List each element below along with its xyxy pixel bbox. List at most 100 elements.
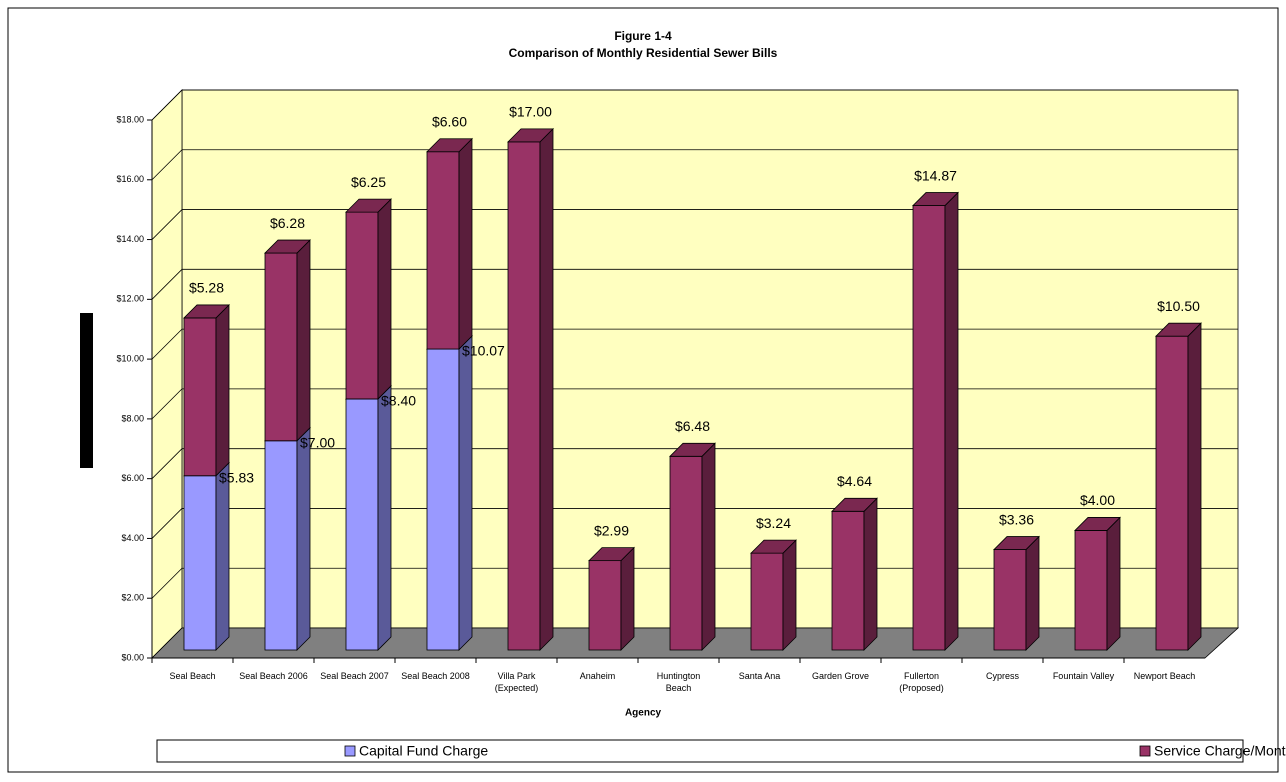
bar-top	[912, 192, 959, 206]
x-tick-label: Anaheim	[579, 671, 616, 681]
x-axis-title: Agency	[625, 708, 662, 719]
bar-side	[296, 239, 311, 442]
bar	[1074, 516, 1121, 651]
grid-side	[151, 567, 183, 599]
bar-top	[750, 539, 797, 554]
bar	[588, 546, 635, 651]
x-tick-label: Garden Grove	[811, 671, 870, 681]
bar-front	[831, 510, 865, 651]
chart-title: Figure 1-4	[614, 29, 672, 43]
y-tick-label: $8.00	[121, 413, 144, 423]
value-label: $6.48	[675, 418, 710, 434]
bar	[912, 191, 959, 651]
legend-swatch	[344, 745, 356, 757]
x-tick-label: Seal Beach 2006	[239, 671, 308, 681]
y-tick-label: $4.00	[121, 533, 144, 543]
bar-side	[944, 191, 959, 651]
x-tick-label: Newport Beach	[1133, 671, 1196, 681]
grid-line	[151, 89, 1238, 121]
value-label: $6.28	[270, 215, 305, 231]
bar-side	[620, 546, 635, 651]
bar-front	[750, 552, 784, 651]
value-label: $4.00	[1080, 492, 1115, 508]
x-tick-label: Cypress	[985, 671, 1019, 681]
value-label: $7.00	[300, 434, 335, 450]
value-label: $10.07	[462, 343, 505, 359]
grid-side	[151, 508, 183, 539]
bar-side	[863, 497, 878, 651]
value-label: $5.83	[219, 469, 254, 485]
legend-label: Service Charge/Monthly Bill	[1154, 743, 1286, 759]
value-label: $10.50	[1157, 298, 1200, 314]
bar-top	[993, 536, 1040, 550]
grid-side	[151, 149, 183, 181]
bar-front	[345, 398, 379, 651]
bar-side	[215, 303, 230, 477]
bar-side	[458, 137, 473, 350]
bar-top	[669, 442, 716, 457]
bar	[1155, 322, 1202, 651]
bar-front	[264, 252, 298, 442]
bar-front	[993, 549, 1027, 651]
grid-side	[151, 448, 183, 479]
x-tick-label: Seal Beach 2007	[320, 671, 389, 681]
bar-front	[426, 151, 460, 350]
value-label: $3.24	[756, 515, 791, 531]
bar	[831, 497, 878, 651]
bar-side	[539, 127, 554, 651]
value-label: $6.60	[432, 113, 467, 129]
bar	[507, 127, 554, 651]
x-tick-label: Seal Beach	[169, 671, 216, 681]
y-tick-label: $16.00	[116, 174, 144, 184]
bar	[345, 384, 392, 651]
value-label: $4.64	[837, 473, 872, 489]
bar-front	[1074, 530, 1108, 651]
x-tick-label: Huntington Beach	[656, 671, 701, 693]
bar-top	[345, 198, 392, 213]
legend-swatch	[1139, 745, 1151, 757]
x-tick-label: Fountain Valley	[1052, 671, 1115, 681]
bar-front	[426, 348, 460, 651]
grid-side	[151, 89, 183, 121]
bar-front	[345, 211, 379, 400]
y-tick-label: $14.00	[116, 234, 144, 244]
bar-front	[264, 440, 298, 651]
y-tick-label: $18.00	[116, 114, 144, 124]
bar	[426, 335, 473, 651]
bar-top	[588, 547, 635, 562]
bar-front	[183, 475, 217, 651]
value-label: $6.25	[351, 174, 386, 190]
bar-front	[912, 205, 946, 651]
x-tick-label: Fullerton (Proposed)	[899, 671, 944, 693]
y-tick-label: $0.00	[121, 652, 144, 662]
bar-side	[1025, 535, 1040, 651]
bar-front	[183, 317, 217, 477]
axis-title-box	[80, 313, 93, 468]
bar-top	[831, 497, 878, 512]
chart-subtitle: Comparison of Monthly Residential Sewer …	[509, 46, 778, 60]
legend-label: Capital Fund Charge	[359, 743, 488, 759]
bar	[345, 198, 392, 400]
bar-top	[1074, 517, 1121, 531]
bar-front	[507, 141, 541, 651]
bar-side	[296, 426, 311, 651]
bar	[264, 239, 311, 442]
grid-line	[151, 149, 1238, 181]
grid-side	[151, 388, 183, 420]
bar-side	[1106, 516, 1121, 651]
x-tick-label: Santa Ana	[738, 671, 781, 681]
y-tick-label: $2.00	[121, 593, 144, 603]
bar	[993, 535, 1040, 651]
y-tick-label: $6.00	[121, 473, 144, 483]
bar-front	[1155, 335, 1189, 651]
value-label: $17.00	[509, 104, 552, 120]
bar-side	[458, 335, 473, 651]
bar-top	[507, 128, 554, 143]
bar-side	[215, 461, 230, 651]
value-label: $5.28	[189, 280, 224, 296]
bar-side	[1187, 322, 1202, 651]
bar	[426, 137, 473, 350]
bar-front	[588, 560, 622, 651]
value-label: $2.99	[594, 522, 629, 538]
